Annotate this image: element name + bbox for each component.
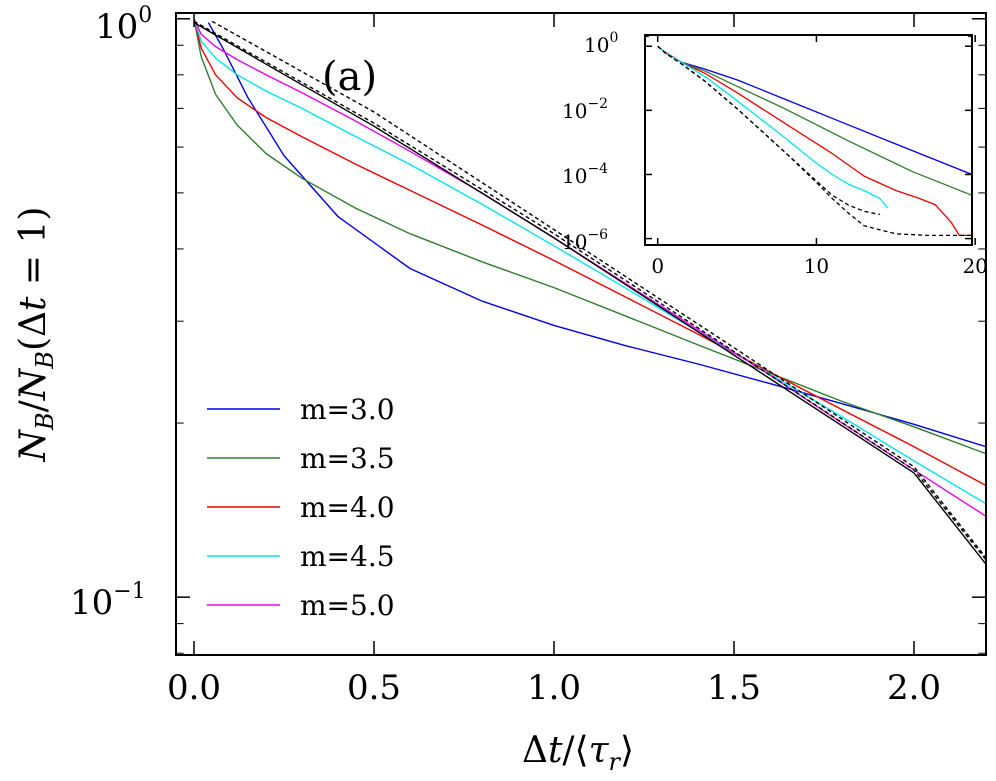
panel-label: (a) xyxy=(322,54,377,100)
legend-entry-m35: m=3.5 xyxy=(207,442,395,475)
legend-entry-m45: m=4.5 xyxy=(207,540,395,573)
legend-entry-m50: m=5.0 xyxy=(207,589,395,622)
main-plot-series xyxy=(193,18,986,565)
legend-label-m35: m=3.5 xyxy=(300,442,395,475)
x-tick-label: 1.0 xyxy=(527,668,581,708)
legend-entry-m30: m=3.0 xyxy=(207,393,395,426)
series-line-m35 xyxy=(193,18,986,455)
series-line-m50 xyxy=(193,18,986,517)
legend: m=3.0 m=3.5 m=4.0 m=4.5 m=5.0 xyxy=(207,393,395,622)
series-line-m40 xyxy=(193,18,986,487)
inset-y-tick-label-1: 10−2 xyxy=(562,96,608,123)
x-axis-label: Δt/⟨τr⟩ xyxy=(522,730,634,776)
legend-label-m30: m=3.0 xyxy=(300,393,395,426)
series-line-reference-6 xyxy=(193,20,986,561)
inset-background xyxy=(645,35,972,245)
legend-label-m40: m=4.0 xyxy=(300,491,395,524)
inset-plot-series xyxy=(657,45,972,237)
inset-y-tick-label-2: 10−4 xyxy=(562,161,608,188)
legend-label-m50: m=5.0 xyxy=(300,589,395,622)
x-tick-label: 0.5 xyxy=(347,668,401,708)
inset-x-tick-labels: 0 10 20 xyxy=(651,254,988,278)
y-tick-label-0: 100 xyxy=(95,3,152,47)
x-tick-label: 2.0 xyxy=(887,668,941,708)
main-plot-ticks xyxy=(176,13,986,655)
inset-plot-ticks xyxy=(645,35,976,245)
series-line-m30 xyxy=(207,22,986,448)
inset-series-line-reference-5 xyxy=(657,45,972,237)
inset-x-tick-label: 0 xyxy=(651,254,664,278)
series-line-reference-7 xyxy=(211,20,986,559)
y-tick-label-1: 10−1 xyxy=(70,579,146,623)
y-axis-label: NB/NB(Δt = 1) xyxy=(13,207,59,463)
series-line-reference-5 xyxy=(193,21,986,565)
x-tick-label: 1.5 xyxy=(707,668,761,708)
inset-y-tick-label-3: 10−6 xyxy=(562,227,608,254)
inset-series-line-m45 xyxy=(657,45,889,209)
inset-plot: 100 10−2 10−4 10−6 0 10 20 xyxy=(562,30,988,278)
inset-x-tick-label: 10 xyxy=(804,254,829,278)
inset-x-tick-label: 20 xyxy=(962,254,987,278)
inset-frame xyxy=(644,34,973,246)
x-tick-labels: 0.0 0.5 1.0 1.5 2.0 xyxy=(167,668,941,708)
main-plot-frame xyxy=(175,12,987,656)
legend-entry-m40: m=4.0 xyxy=(207,491,395,524)
inset-y-tick-label-0: 100 xyxy=(584,30,618,57)
x-tick-label: 0.0 xyxy=(167,668,221,708)
legend-label-m45: m=4.5 xyxy=(300,540,395,573)
